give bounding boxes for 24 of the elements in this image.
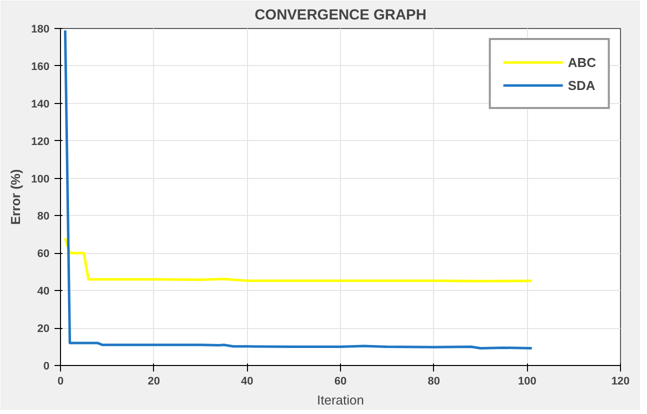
- chart-title: CONVERGENCE GRAPH: [254, 8, 426, 24]
- y-tick-label: 20: [37, 323, 50, 336]
- y-tick-label: 120: [31, 136, 50, 148]
- y-tick-label: 0: [43, 360, 50, 372]
- y-tick-label: 80: [37, 210, 50, 223]
- x-tick-label: 40: [241, 376, 254, 388]
- y-tick-label: 140: [31, 98, 50, 110]
- x-tick-label: 60: [334, 376, 347, 388]
- x-tick-label: 120: [611, 376, 630, 388]
- x-axis-title: Iteration: [317, 392, 364, 408]
- x-tick-label: 100: [518, 376, 536, 388]
- x-tick-label: 20: [148, 376, 160, 388]
- y-tick-label: 180: [31, 24, 50, 36]
- x-tick-label: 80: [428, 376, 440, 388]
- y-tick-label: 40: [37, 286, 50, 298]
- legend-label: ABC: [568, 54, 596, 70]
- legend-label: SDA: [568, 78, 596, 92]
- x-tick-label: 0: [57, 376, 64, 388]
- y-axis-title: Error (%): [8, 169, 24, 225]
- y-tick-label: 100: [31, 173, 50, 186]
- line-series: [64, 236, 534, 282]
- y-tick-label: 60: [37, 248, 50, 260]
- line-series: [64, 29, 534, 350]
- y-tick-label: 160: [31, 60, 50, 73]
